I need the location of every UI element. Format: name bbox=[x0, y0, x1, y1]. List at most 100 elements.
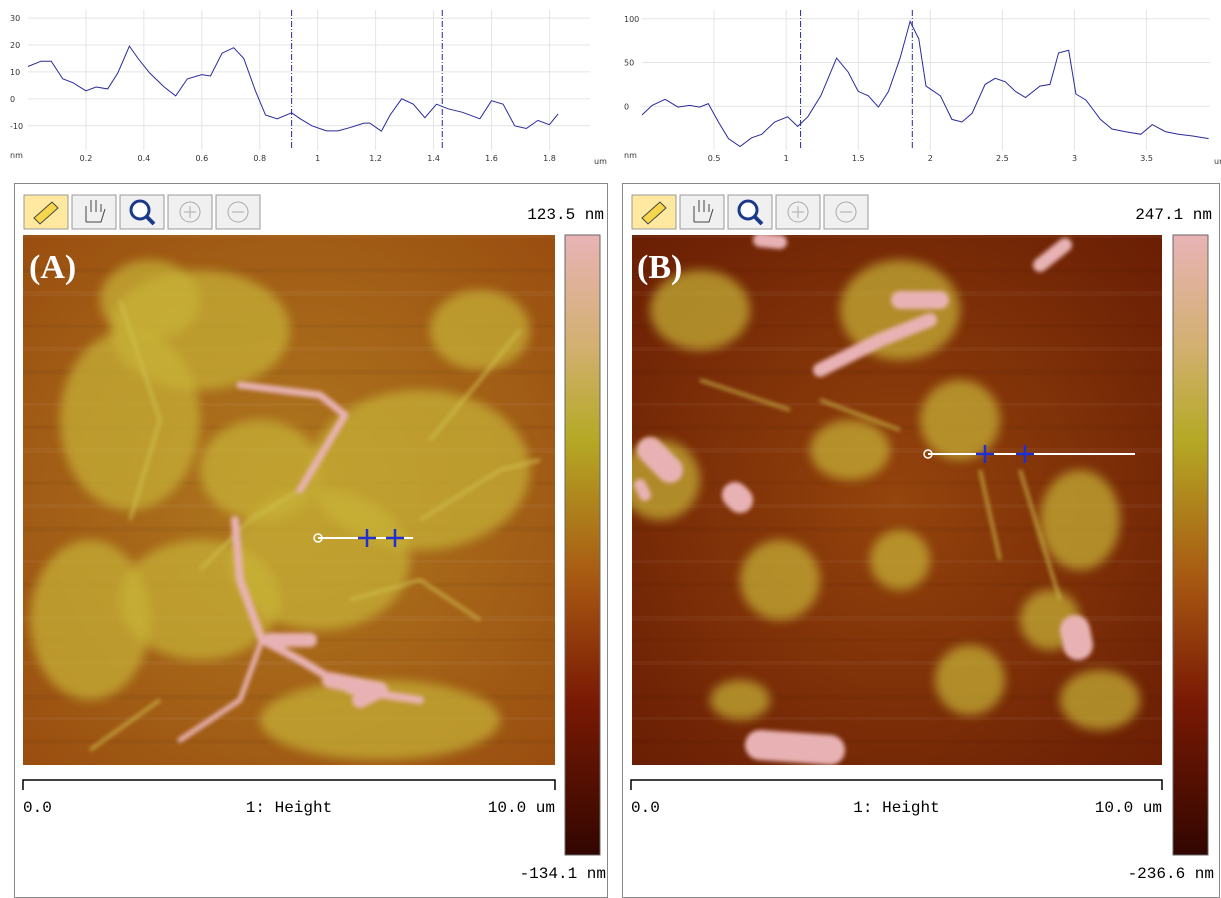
zoom-icon bbox=[227, 201, 249, 223]
x-axis-label: um bbox=[594, 157, 607, 166]
toolbar-button[interactable] bbox=[679, 194, 725, 230]
scan-stripe bbox=[23, 268, 555, 273]
afm-peak bbox=[322, 672, 388, 708]
hand-button[interactable] bbox=[679, 194, 725, 230]
scan-stripe bbox=[23, 347, 555, 351]
scan-stripe bbox=[632, 616, 1162, 621]
x-tick-label: 3 bbox=[1072, 154, 1077, 163]
afm-image bbox=[23, 235, 555, 765]
afm-peak bbox=[1060, 615, 1093, 660]
scan-stripe bbox=[632, 481, 1162, 485]
x-start-label: 0.0 bbox=[631, 799, 660, 817]
zoom-icon bbox=[787, 201, 809, 223]
toolbar-button[interactable] bbox=[727, 194, 773, 230]
scan-stripe bbox=[632, 526, 1162, 532]
zoom-sign bbox=[184, 206, 196, 218]
x-end-label: 10.0 um bbox=[488, 799, 555, 817]
afm-peak bbox=[236, 381, 349, 494]
x-tick-label: 1.2 bbox=[369, 154, 382, 163]
afm-vein bbox=[428, 329, 522, 441]
scan-stripe bbox=[632, 739, 1162, 744]
scale-bar bbox=[630, 779, 1163, 790]
toolbar-button[interactable] bbox=[631, 194, 677, 230]
toolbar-button[interactable] bbox=[71, 194, 117, 230]
scale-min-label: -236.6 nm bbox=[1128, 865, 1214, 883]
afm-peak bbox=[637, 437, 683, 483]
zoom-icon bbox=[179, 201, 201, 223]
profile-start bbox=[313, 533, 323, 543]
afm-peak bbox=[813, 313, 937, 377]
hand-icon bbox=[693, 200, 714, 223]
afm-vein bbox=[349, 578, 481, 622]
toolbar-button[interactable] bbox=[23, 194, 69, 230]
toolbar-button[interactable] bbox=[823, 194, 869, 230]
afm-peak bbox=[177, 637, 265, 743]
channel-label: 1: Height bbox=[853, 799, 939, 817]
zoom-icon bbox=[737, 199, 759, 221]
x-tick-label: 1.4 bbox=[427, 154, 440, 163]
ruler-icon bbox=[33, 201, 59, 225]
zoom-handle bbox=[145, 215, 156, 226]
afm-vein bbox=[118, 299, 162, 521]
scan-stripe bbox=[632, 403, 1162, 406]
afm-feature bbox=[840, 260, 960, 360]
toolbar-button[interactable] bbox=[775, 194, 821, 230]
afm-peak bbox=[745, 730, 845, 765]
toolbar-button[interactable] bbox=[215, 194, 261, 230]
y-tick-label: -10 bbox=[10, 122, 23, 131]
x-tick-label: 2.5 bbox=[996, 154, 1009, 163]
profile-cursor bbox=[358, 529, 376, 547]
scale-max-label: 247.1 nm bbox=[1135, 206, 1212, 224]
hand-icon bbox=[85, 200, 106, 223]
y-tick-label: 50 bbox=[624, 59, 634, 68]
x-tick-label: 2 bbox=[928, 154, 933, 163]
zoom-handle bbox=[753, 215, 764, 226]
scan-stripe bbox=[632, 694, 1162, 700]
x-tick-label: 1.6 bbox=[485, 154, 498, 163]
afm-feature bbox=[935, 645, 1005, 715]
afm-features bbox=[632, 260, 1140, 730]
y-tick-label: 100 bbox=[624, 15, 639, 24]
scale-bar bbox=[22, 779, 556, 790]
afm-feature bbox=[430, 290, 530, 370]
ruler-icon bbox=[641, 201, 667, 225]
afm-veins bbox=[89, 299, 541, 752]
x-tick-label: 1 bbox=[315, 154, 320, 163]
x-tick-label: 0.8 bbox=[253, 154, 266, 163]
scan-stripe bbox=[23, 661, 555, 665]
scan-stripe bbox=[632, 369, 1162, 375]
panel-label: (A) bbox=[29, 249, 76, 286]
afm-vein bbox=[819, 398, 901, 432]
profile-cursor bbox=[1016, 445, 1034, 463]
profile-cursor bbox=[386, 529, 404, 547]
afm-vein bbox=[419, 458, 541, 522]
afm-peak bbox=[722, 482, 753, 513]
afm-vein bbox=[198, 488, 301, 572]
hand-button[interactable] bbox=[71, 194, 117, 230]
x-end-label: 10.0 um bbox=[1095, 799, 1162, 817]
profile-line bbox=[27, 45, 559, 132]
scale-min-label: -134.1 nm bbox=[520, 865, 606, 883]
x-tick-label: 0.2 bbox=[80, 154, 93, 163]
x-tick-label: 1.5 bbox=[852, 154, 865, 163]
afm-features bbox=[30, 260, 530, 760]
afm-feature bbox=[740, 540, 820, 620]
afm-peak bbox=[634, 479, 651, 501]
toolbar-button[interactable] bbox=[167, 194, 213, 230]
toolbar-button[interactable] bbox=[119, 194, 165, 230]
afm-feature bbox=[920, 380, 1000, 460]
y-tick-label: 0 bbox=[10, 95, 15, 104]
afm-image bbox=[632, 235, 1162, 765]
y-tick-label: 10 bbox=[10, 68, 20, 77]
zoom-icon bbox=[129, 199, 151, 221]
afm-feature bbox=[710, 680, 770, 720]
scan-stripe bbox=[632, 661, 1162, 665]
zoom-icon bbox=[835, 201, 857, 223]
zoom-sign bbox=[792, 206, 804, 218]
scan-stripe bbox=[23, 369, 555, 375]
x-tick-label: 0.5 bbox=[708, 154, 721, 163]
scan-stripe bbox=[632, 717, 1162, 720]
afm-feature bbox=[1060, 670, 1140, 730]
color-bar bbox=[1172, 234, 1209, 856]
